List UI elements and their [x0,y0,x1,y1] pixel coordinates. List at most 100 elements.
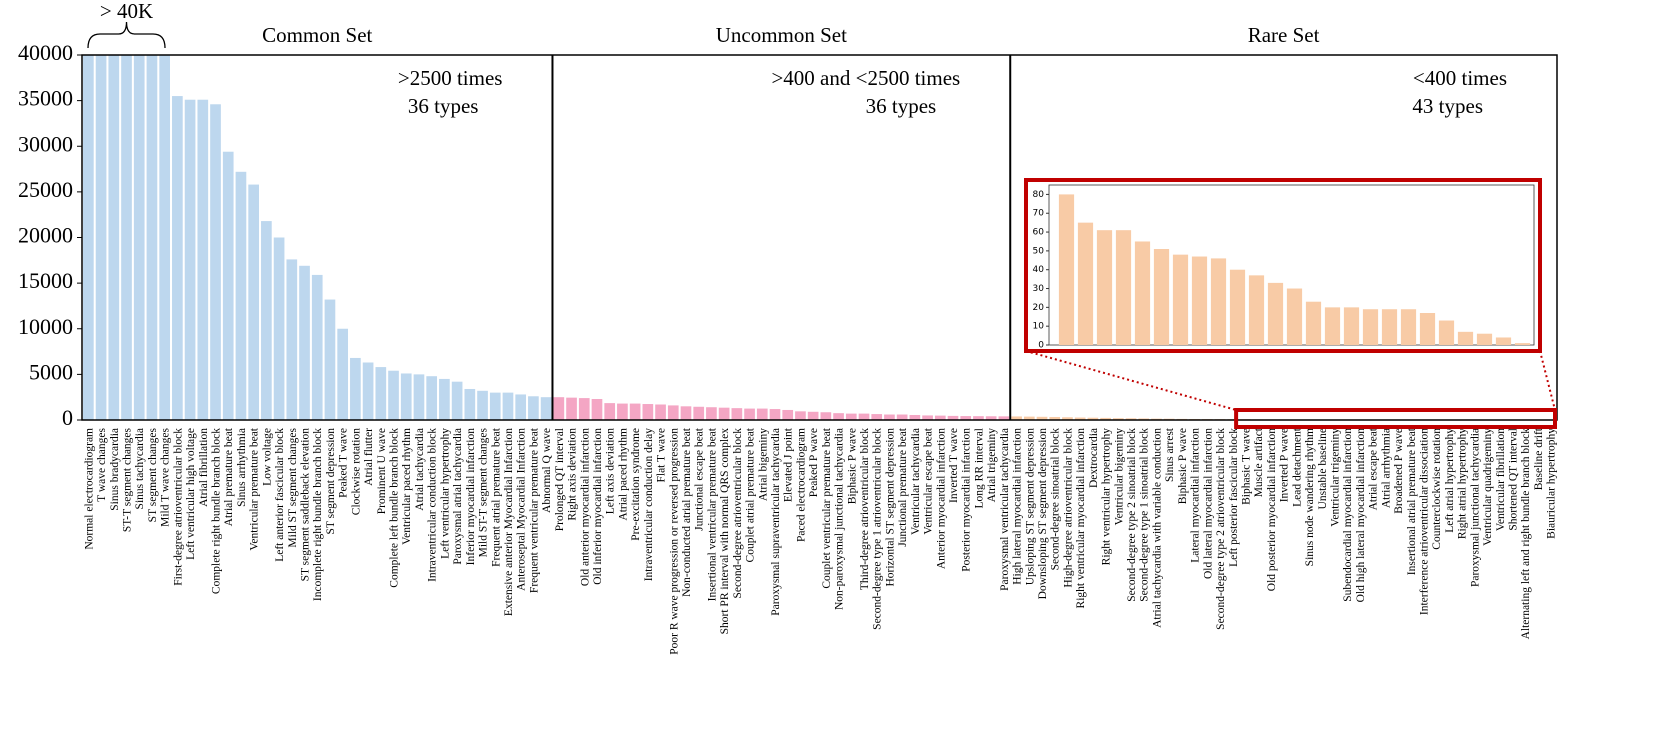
bar [311,274,323,420]
bar [146,55,158,420]
bar [375,367,387,420]
bar [909,414,921,420]
x-tick-label: High lateral myocardial infarction [1012,428,1024,585]
x-tick-label: Intraventricular conduction block [427,428,439,582]
x-tick-label: Old high lateral myocardial infarction [1355,428,1367,603]
bar [362,362,374,420]
bar [528,396,539,420]
bar [108,55,120,420]
inset-y-tick-label: 80 [1033,190,1045,200]
x-tick-label: Old lateral myocardial infarction [1202,428,1214,579]
x-tick-label: Frequent ventricular premature beat [528,427,540,593]
inset-bar [1286,288,1303,345]
x-tick-label: Paced electrocardiogram [795,428,807,542]
group-annotation: 43 types [1412,94,1483,118]
x-tick-label: Left axis deviation [605,428,617,514]
x-tick-label: First-degree atrioventricular block [172,428,184,586]
x-tick-label: Dextrocardia [1088,428,1100,488]
bar [858,413,870,420]
x-tick-label: Subendocardial myocardial infarction [1342,428,1354,602]
x-tick-label: Non-paroxysmal junctional tachycardia [834,428,846,610]
bar [973,416,984,420]
x-tick-label: Atrial tachycardia with variable conduct… [1151,428,1163,628]
inset-y-tick-label: 0 [1038,341,1044,351]
group-annotation: <400 times [1413,66,1507,90]
x-tick-label: T wave changes [96,427,108,501]
x-tick-label: Couplet atrial premature beat [745,427,757,562]
x-tick-label: Biphasic T wave [1240,428,1252,505]
x-tick-label: Inferior myocardial infarction [465,428,477,566]
clip-brace [87,21,166,49]
x-tick-label: Paroxysmal supraventricular tachycardia [770,428,782,616]
bar [1062,417,1073,420]
bar [1125,418,1137,420]
inset-bar [1077,222,1094,345]
bar [439,378,450,420]
bar [896,414,908,420]
x-tick-label: Sinus bradycardia [109,428,121,511]
x-tick-label: Counterclockwise rotation [1431,428,1443,550]
x-tick-label: Left anterior fascicular block [274,428,286,562]
x-tick-label: Intraventricular conduction delay [643,428,655,582]
x-tick-label: Old inferior myocardial infarction [592,428,604,585]
inset-y-tick-label: 70 [1033,209,1045,219]
x-tick-label: Second-degree type 2 sinoatrial block [1126,428,1138,602]
inset-bar [1191,256,1208,345]
bar [515,394,527,420]
group-title: Common Set [262,23,372,47]
bar [947,415,959,420]
bar [489,392,501,420]
bar [1138,418,1150,420]
bar [578,398,590,420]
zoom-connector [1539,350,1556,411]
x-tick-label: Insertional atrial premature beat [1406,427,1418,575]
x-tick-label: Biphasic P wave [846,428,858,504]
inset-bar [1495,337,1512,345]
y-tick-label: 10000 [18,314,73,339]
x-tick-label: Ventricular trigeminy [1329,428,1341,527]
x-tick-label: Mild ST segment changes [287,427,299,547]
bar [718,407,730,420]
x-tick-label: Paroxysmal junctional tachycardia [1469,428,1481,587]
inset-bar [1324,307,1341,345]
bar [566,397,577,420]
plot-frame [81,54,1558,421]
bar [820,412,832,420]
bar [477,390,488,420]
x-tick-label: Second-degree atrioventricular block [732,428,744,599]
x-tick-label: Second-degree type 2 atrioventricular bl… [1215,428,1227,630]
group-title: Uncommon Set [716,23,847,47]
bar [286,259,298,420]
x-tick-label: Lead detachment [1291,427,1303,507]
bar [922,415,933,420]
inset-y-tick-label: 40 [1033,265,1045,275]
inset-y-tick-label: 50 [1033,246,1045,256]
x-tick-label: Atrial bigeminy [757,428,769,501]
x-tick-label: Atrial arrhythmia [1380,428,1392,508]
inset-bar [1115,230,1132,345]
group-annotation: >2500 times [398,66,503,90]
inset-bar [1476,333,1493,345]
inset-bar [1381,309,1398,345]
bar [1036,416,1048,420]
x-tick-label: Junctional premature beat [897,427,909,547]
y-tick-label: 30000 [18,131,73,156]
x-tick-label: Paroxysmal atrial tachycardia [452,428,464,565]
bar [591,399,603,420]
x-tick-label: Clockwise rotation [350,428,362,515]
group-title: Rare Set [1248,23,1320,47]
bar [261,221,272,420]
y-tick-label: 15000 [18,268,73,293]
bar [693,406,705,420]
bar [184,99,196,421]
y-tick-label: 20000 [18,223,73,248]
x-tick-label: Atrial tachycardia [414,428,426,511]
bar [845,413,857,420]
x-tick-label: Complete right bundle branch block [211,428,223,594]
zoom-connector [1025,350,1237,411]
bar [744,408,755,420]
bar [1100,417,1111,420]
x-tick-label: Mild ST-T segment changes [478,427,490,557]
bar [248,184,259,420]
bar [795,411,806,420]
